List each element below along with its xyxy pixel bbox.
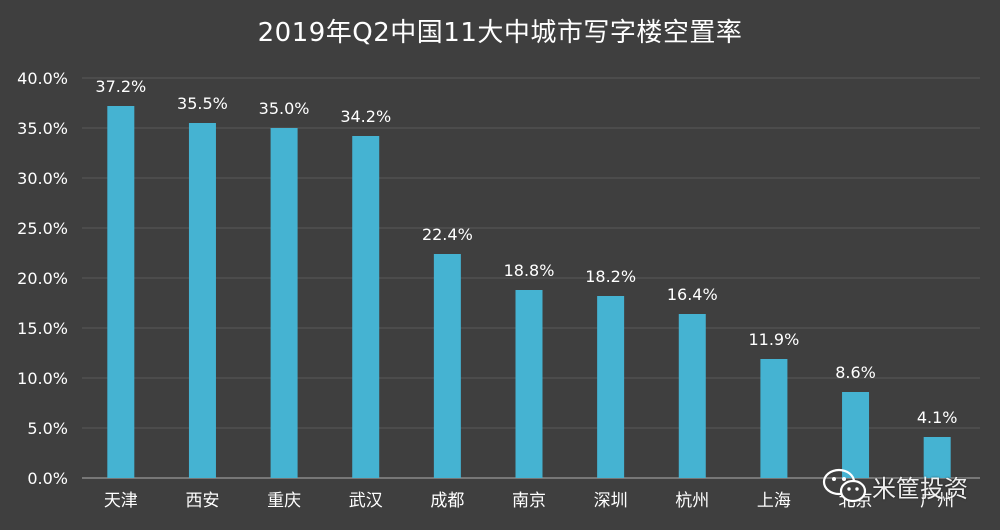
data-label: 16.4% [667,285,718,304]
x-tick-label: 杭州 [675,491,709,511]
x-tick-label: 上海 [757,491,791,511]
data-label: 22.4% [422,225,473,244]
data-label: 18.8% [504,261,555,280]
y-tick-label: 30.0% [17,169,68,188]
data-label: 11.9% [748,330,799,349]
watermark-text: 米筐投资 [872,474,968,503]
y-tick-label: 10.0% [17,369,68,388]
y-tick-label: 40.0% [17,69,68,88]
y-tick-label: 5.0% [27,419,68,438]
bar [270,128,298,478]
bar [678,314,706,478]
bar [352,136,380,478]
labels-layer: 0.0% 5.0% 10.0% 15.0% 20.0% 25.0% 30.0% 35.0% 40… [17,69,957,511]
data-label: 35.5% [177,94,228,113]
bar [188,123,216,478]
bars-layer [107,106,951,478]
x-tick-label: 广州 [920,491,954,511]
data-label: 35.0% [259,99,310,118]
data-label: 18.2% [585,267,636,286]
data-label: 34.2% [340,107,391,126]
wechat-icon [822,468,867,503]
watermark: 米筐投资 [822,462,992,510]
data-label: 37.2% [95,77,146,96]
x-tick-label: 天津 [104,491,138,511]
bar [433,254,461,478]
x-tick-label: 武汉 [349,491,383,511]
bar [597,296,625,478]
y-tick-label: 0.0% [27,469,68,488]
x-tick-label: 成都 [430,491,464,511]
y-tick-label: 15.0% [17,319,68,338]
x-tick-label: 西安 [185,491,219,511]
x-tick-label: 重庆 [267,491,301,511]
bar [923,437,951,478]
bar [842,392,870,478]
bar [515,290,543,478]
bar [760,359,788,478]
x-tick-label: 南京 [512,491,546,511]
x-tick-label: 深圳 [594,491,628,511]
y-tick-label: 20.0% [17,269,68,288]
bar [107,106,135,478]
chart-title: 2019年Q2中国11大中城市写字楼空置率 [257,18,743,48]
y-tick-label: 25.0% [17,219,68,238]
data-label: 8.6% [835,363,876,382]
data-label: 4.1% [917,408,958,427]
y-tick-label: 35.0% [17,119,68,138]
